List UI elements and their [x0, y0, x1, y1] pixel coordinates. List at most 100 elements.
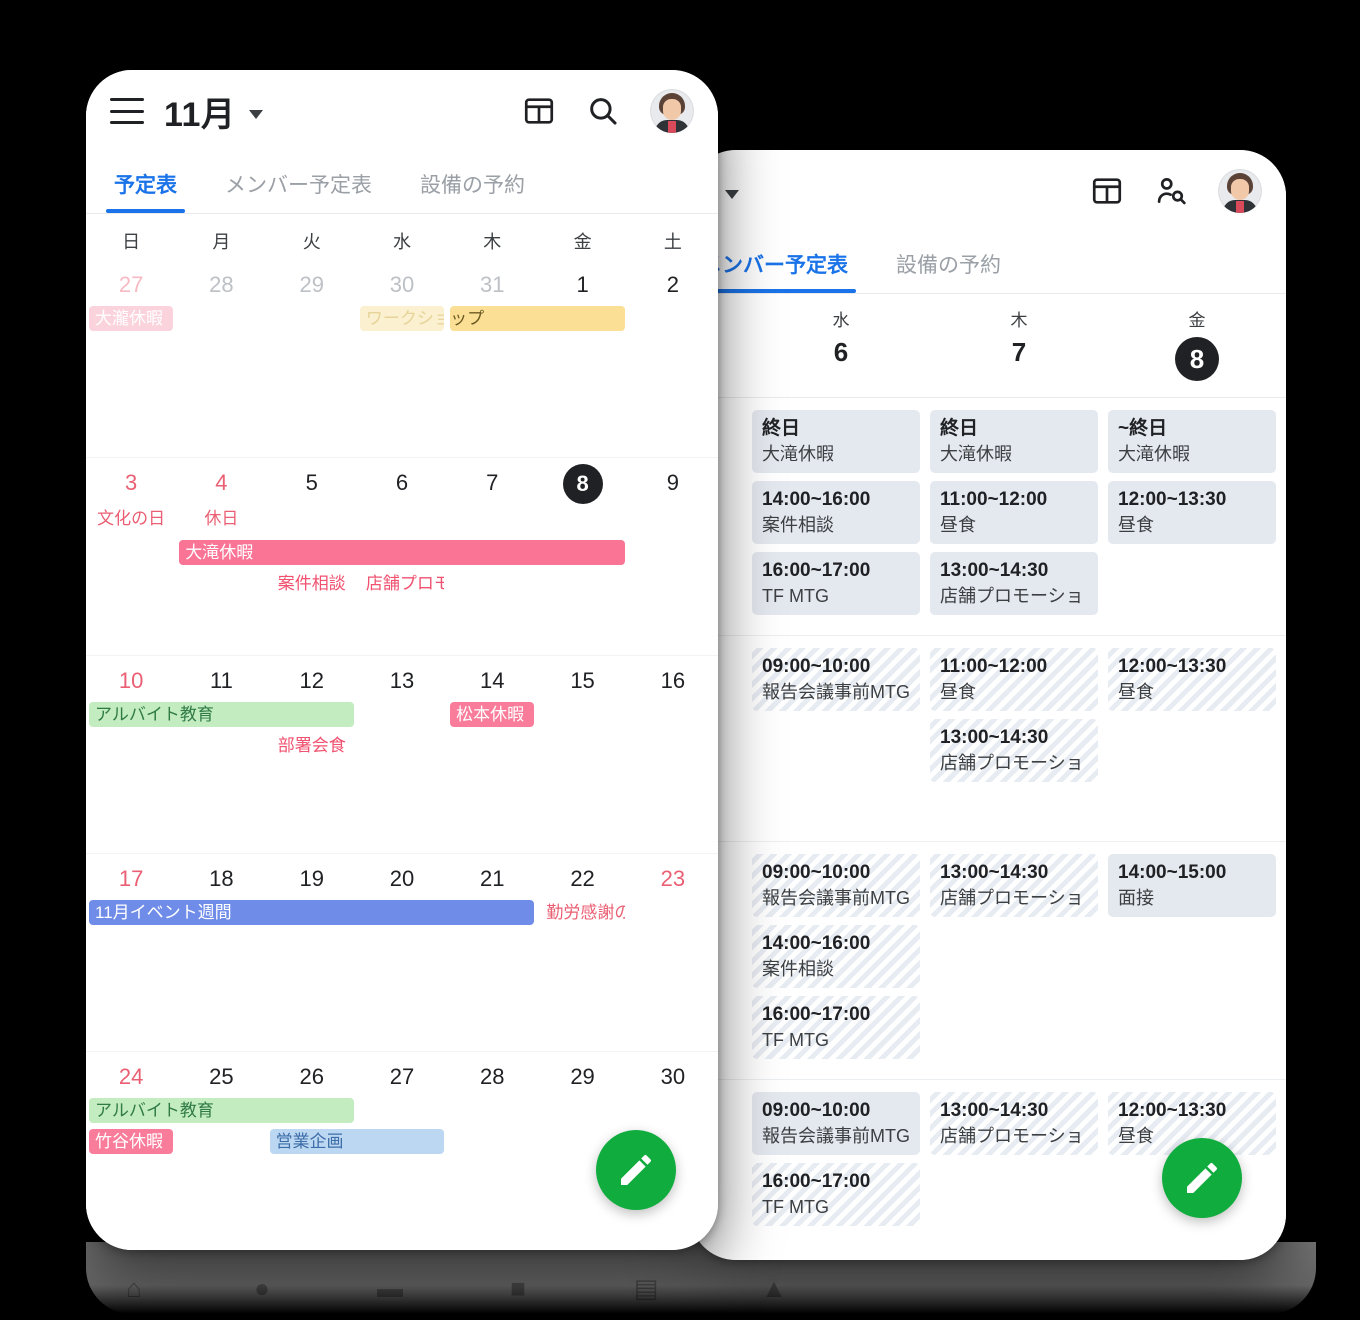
day-column-header[interactable]: 金 8	[1108, 294, 1286, 397]
schedule-event[interactable]: 13:00~14:30 店舗プロモーショ	[930, 853, 1098, 917]
grid-view-icon[interactable]	[522, 94, 556, 128]
day-cell-7[interactable]: 7	[486, 470, 499, 495]
day-cell-8[interactable]: 8	[537, 458, 627, 504]
schedule-event[interactable]: 13:00~14:30 店舗プロモーショ	[930, 718, 1098, 782]
search-icon[interactable]	[586, 94, 620, 128]
dow-1: 月	[212, 232, 231, 252]
folder-icon[interactable]: ▲	[761, 1273, 787, 1303]
day-cell-30[interactable]: 30	[389, 272, 415, 297]
card-icon[interactable]: ■	[510, 1273, 526, 1303]
day-cell-2[interactable]: 2	[666, 272, 679, 297]
day-cell-27[interactable]: 27	[118, 272, 144, 297]
event-chip[interactable]: 竹谷休暇	[89, 1129, 174, 1154]
day-number: 7	[1011, 337, 1027, 367]
day-cell-24[interactable]: 24	[118, 1064, 144, 1089]
schedule-event[interactable]: 09:00~10:00 報告会議事前MTG	[752, 1091, 920, 1155]
chevron-down-icon[interactable]	[249, 109, 264, 119]
holiday-label	[537, 504, 627, 529]
member-schedule-device: 11月	[690, 150, 1286, 1260]
schedule-event[interactable]: 13:00~14:30 店舗プロモーショ	[930, 1091, 1098, 1155]
user-avatar[interactable]	[650, 89, 694, 133]
day-cell-20[interactable]: 20	[389, 866, 415, 891]
schedule-event[interactable]: 11:00~12:00 昼食	[930, 647, 1098, 711]
day-cell-16[interactable]: 16	[660, 668, 686, 693]
day-cell-17[interactable]: 17	[118, 866, 144, 891]
event-chip[interactable]: 勤労感謝の日	[546, 903, 625, 922]
day-cell-11[interactable]: 11	[210, 668, 233, 693]
day-cell-21[interactable]: 21	[480, 866, 505, 891]
event-chip[interactable]: 松本休暇	[450, 702, 535, 727]
day-cell-30[interactable]: 30	[660, 1064, 686, 1089]
tab-schedule[interactable]: 予定表	[106, 169, 185, 213]
day-cell-19[interactable]: 19	[299, 866, 324, 891]
calendar-icon[interactable]: ▤	[633, 1273, 659, 1303]
grid-view-icon[interactable]	[1090, 174, 1124, 208]
hamburger-icon[interactable]	[110, 98, 144, 124]
day-column-header[interactable]: 水 6	[752, 294, 930, 397]
event-chip[interactable]: 案件相談	[277, 574, 346, 593]
day-cell-22[interactable]: 22	[570, 866, 595, 891]
schedule-event[interactable]: 終日 大滝休暇	[752, 410, 920, 473]
day-cell-23[interactable]: 23	[660, 866, 686, 891]
schedule-event[interactable]: 09:00~10:00 報告会議事前MTG	[752, 853, 920, 917]
schedule-event[interactable]: 13:00~14:30 店舗プロモーショ	[930, 551, 1098, 615]
event-chip[interactable]: ップ	[450, 306, 625, 331]
schedule-event[interactable]: 14:00~16:00 案件相談	[752, 924, 920, 988]
search-icon[interactable]: ●	[254, 1273, 270, 1303]
day-cell-29[interactable]: 29	[570, 1064, 595, 1089]
schedule-event[interactable]: 11:00~12:00 昼食	[930, 480, 1098, 544]
day-cell-28[interactable]: 28	[209, 272, 234, 297]
user-avatar[interactable]	[1218, 169, 1262, 213]
day-cell-28[interactable]: 28	[480, 1064, 505, 1089]
event-chip[interactable]: 大滝休暇	[179, 540, 625, 565]
schedule-event[interactable]: 終日 大滝休暇	[930, 410, 1098, 473]
schedule-event[interactable]: 12:00~13:30 昼食	[1108, 647, 1276, 711]
event-chip[interactable]: アルバイト教育	[89, 702, 354, 727]
day-cell-26[interactable]: 26	[299, 1064, 324, 1089]
event-chip[interactable]: 部署会食	[277, 736, 346, 755]
day-cell-29[interactable]: 29	[299, 272, 324, 297]
schedule-event[interactable]: 14:00~16:00 案件相談	[752, 480, 920, 544]
event-time: 09:00~10:00	[762, 1099, 871, 1121]
day-cell-12[interactable]: 12	[299, 668, 324, 693]
event-chip[interactable]: アルバイト教育	[89, 1098, 354, 1123]
schedule-event[interactable]: ~終日 大滝休暇	[1108, 410, 1276, 473]
mail-icon[interactable]: ▬	[377, 1273, 403, 1303]
day-cell-3[interactable]: 3	[125, 470, 138, 495]
event-chip[interactable]: 大瀧休暇	[89, 306, 174, 331]
schedule-event[interactable]: 16:00~17:00 TF MTG	[752, 995, 920, 1059]
schedule-event[interactable]: 16:00~17:00 TF MTG	[752, 551, 920, 615]
home-icon[interactable]: ⌂	[126, 1273, 142, 1303]
day-cell-5[interactable]: 5	[305, 470, 318, 495]
person-search-icon[interactable]	[1154, 174, 1188, 208]
compose-fab-button[interactable]	[596, 1130, 676, 1210]
day-cell-9[interactable]: 9	[666, 470, 679, 495]
schedule-event[interactable]: 16:00~17:00 TF MTG	[752, 1162, 920, 1226]
tab-facility-booking[interactable]: 設備の予約	[420, 174, 525, 197]
day-cell-14[interactable]: 14	[480, 668, 505, 693]
day-cell-13[interactable]: 13	[389, 668, 415, 693]
day-cell-27[interactable]: 27	[389, 1064, 415, 1089]
day-cell-1[interactable]: 1	[576, 272, 589, 297]
chevron-down-icon[interactable]	[725, 189, 740, 199]
event-time: 12:00~13:30	[1118, 1099, 1227, 1121]
schedule-event[interactable]: 14:00~15:00 面接	[1108, 853, 1276, 917]
day-cell-18[interactable]: 18	[209, 866, 234, 891]
event-chip[interactable]: 営業企画	[269, 1129, 445, 1154]
day-cell-15[interactable]: 15	[570, 668, 595, 693]
tab-member-schedule[interactable]: メンバー予定表	[225, 174, 372, 197]
day-cell-10[interactable]: 10	[118, 668, 144, 693]
day-cell-6[interactable]: 6	[395, 470, 409, 495]
day-column-header[interactable]: 木 7	[930, 294, 1108, 397]
schedule-event[interactable]: 09:00~10:00 報告会議事前MTG	[752, 647, 920, 711]
tab-member-schedule[interactable]: メンバー予定表	[693, 249, 856, 293]
compose-fab-button[interactable]	[1162, 1138, 1242, 1218]
event-chip[interactable]: 店舗プロモ	[365, 574, 445, 593]
day-cell-25[interactable]: 25	[209, 1064, 234, 1089]
tab-facility-booking[interactable]: 設備の予約	[896, 254, 1001, 277]
schedule-event[interactable]: 12:00~13:30 昼食	[1108, 480, 1276, 544]
day-cell-4[interactable]: 4	[215, 470, 228, 495]
event-chip[interactable]: 11月イベント週間	[89, 900, 535, 925]
day-cell-31[interactable]: 31	[480, 272, 505, 297]
